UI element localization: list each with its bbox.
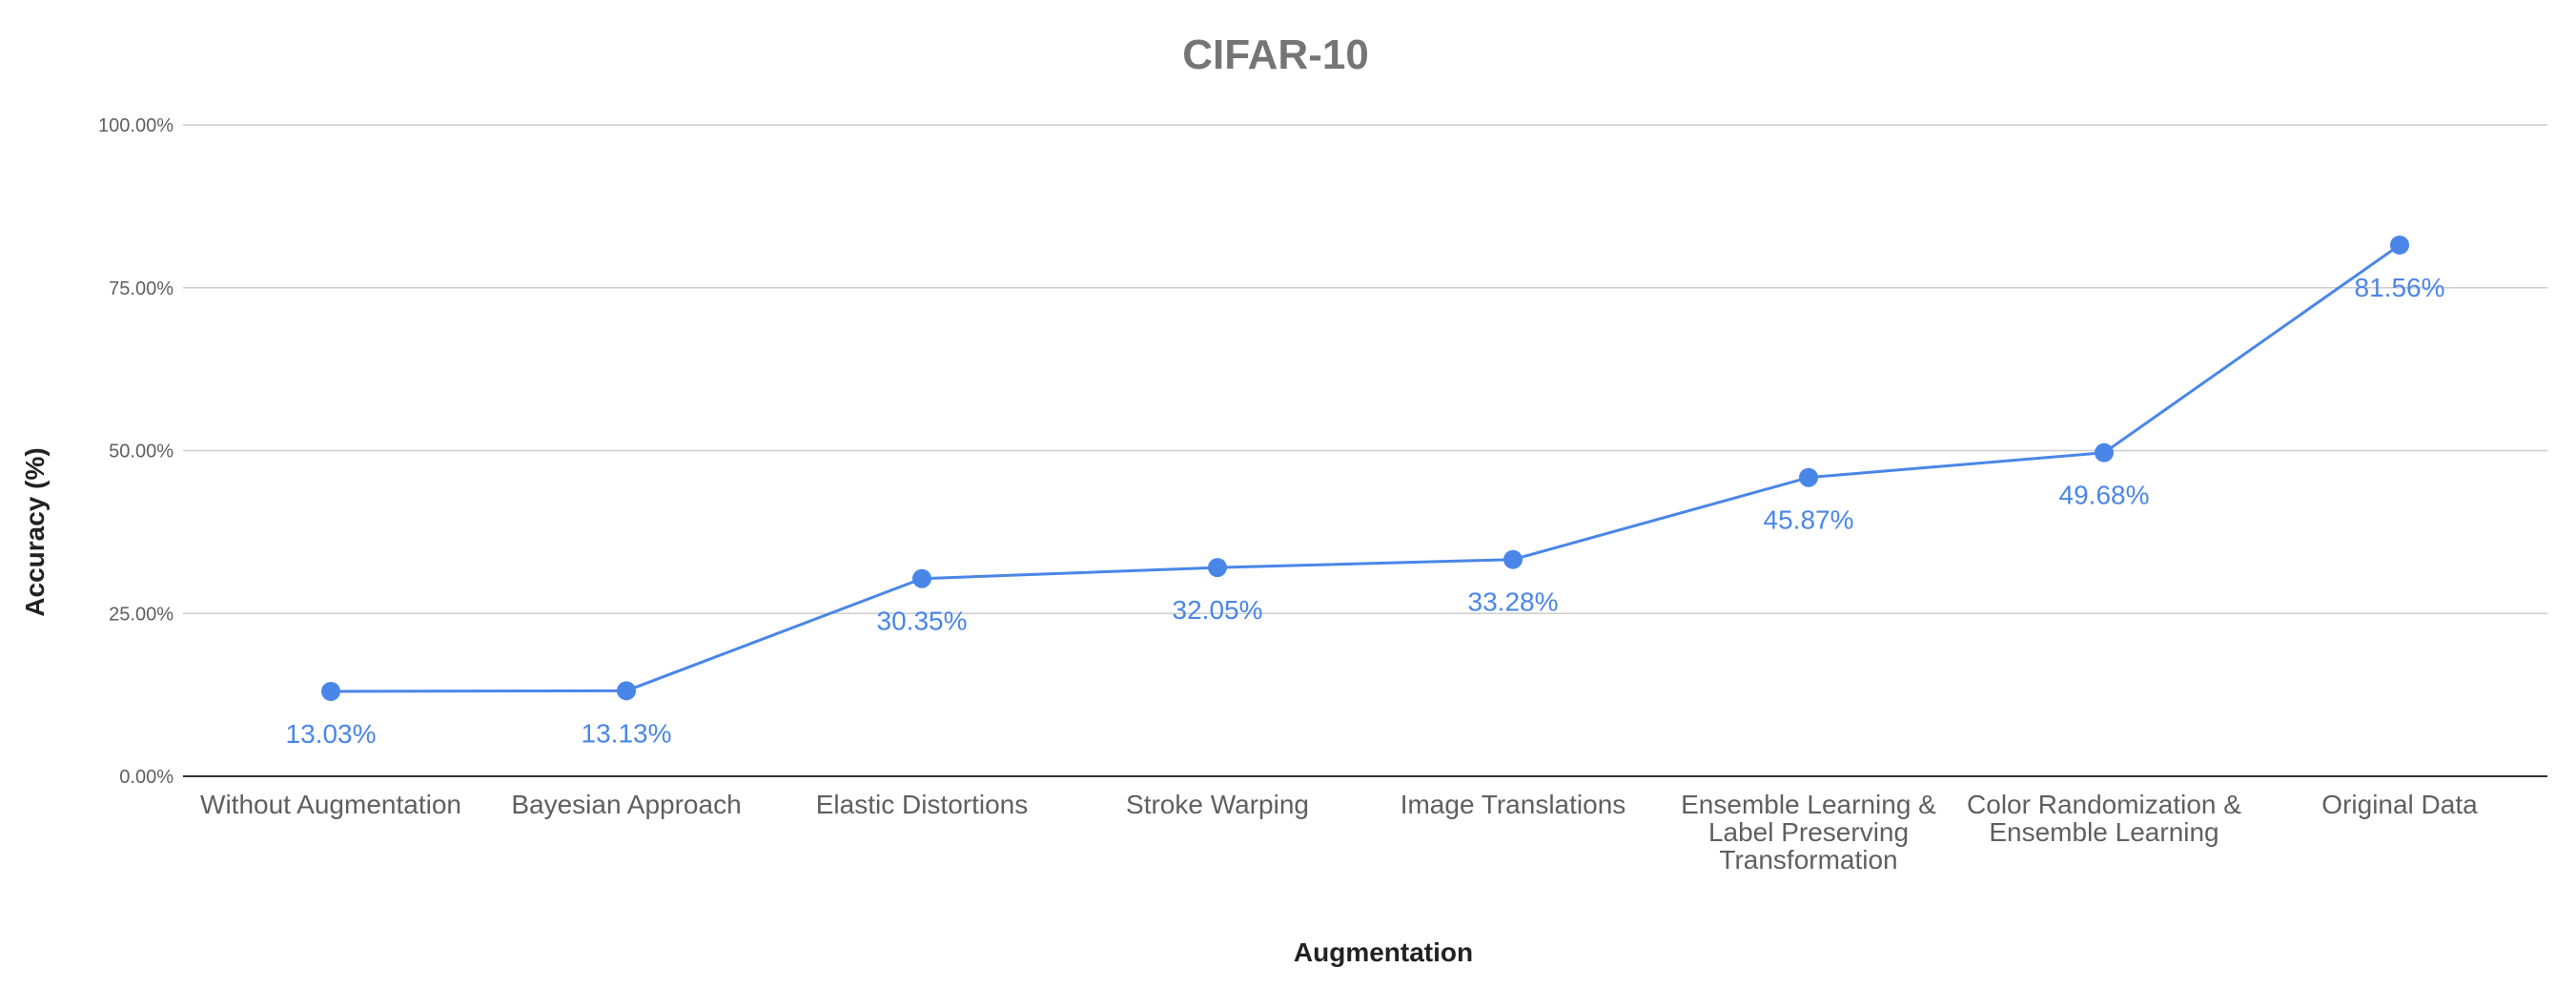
y-axis-ticks: 0.00% 25.00% 50.00% 75.00% 100.00% [98,115,174,788]
x-tick-label: Image Translations [1400,790,1626,819]
data-labels: 13.03% 13.13% 30.35% 32.05% 33.28% 45.87% 49.6… [286,273,2445,749]
x-tick-label: Stroke Warping [1126,790,1309,819]
data-label: 13.03% [286,719,377,749]
series [321,235,2409,702]
data-label: 32.05% [1173,595,1263,625]
data-label: 30.35% [877,607,968,636]
y-tick-label: 25.00% [109,604,174,625]
x-tick-label: Bayesian Approach [511,790,741,819]
data-point [1503,549,1523,569]
data-point [321,682,340,702]
x-tick-label: Without Augmentation [200,790,461,819]
chart-title: CIFAR-10 [1182,31,1369,78]
data-point [1799,467,1818,487]
data-label: 13.13% [582,718,672,748]
data-point [1208,558,1227,578]
data-point [912,568,931,588]
y-tick-label: 75.00% [109,278,174,299]
series-line [330,243,2401,693]
gridlines [183,124,2547,777]
x-axis-title: Augmentation [1294,937,1473,967]
x-tick-label: Ensemble Learning & Label Preserving Trans… [1681,790,1936,875]
x-tick-label: Elastic Distortions [816,790,1029,819]
data-label: 49.68% [2059,481,2150,510]
y-tick-label: 50.00% [109,442,174,463]
data-label: 33.28% [1468,587,1559,617]
y-axis-title: Accuracy (%) [20,447,50,616]
y-tick-label: 0.00% [119,767,174,788]
data-label: 45.87% [1764,505,1854,535]
x-tick-label: Original Data [2321,790,2478,819]
x-axis-ticks: Without Augmentation Bayesian Approach Ela… [200,790,2478,875]
data-point [2095,443,2114,463]
x-tick-label: Color Randomization & Ensemble Learning [1967,790,2241,847]
data-label: 81.56% [2355,273,2445,302]
y-tick-label: 100.00% [98,115,174,136]
data-point [617,681,636,701]
data-point [2390,235,2409,255]
